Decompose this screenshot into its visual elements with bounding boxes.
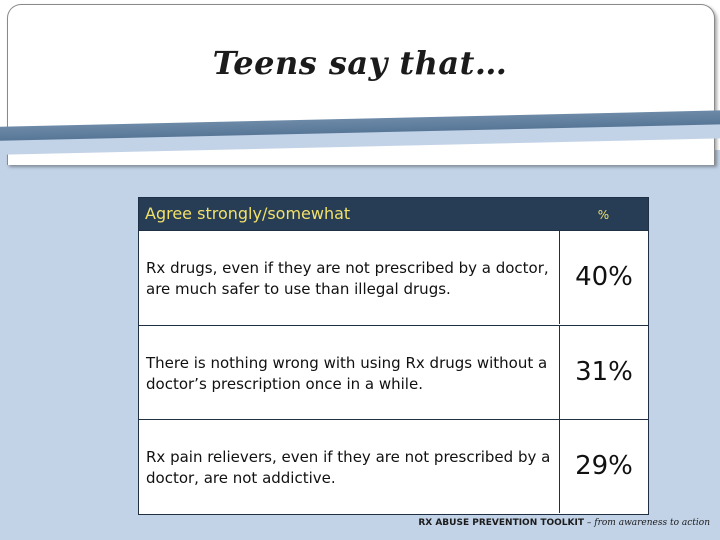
row-percent: 40% (559, 231, 648, 324)
table-row: Rx drugs, even if they are not prescribe… (139, 230, 648, 324)
table-row: Rx pain relievers, even if they are not … (139, 419, 648, 513)
footer-separator: – (584, 518, 595, 528)
table-header: Agree strongly/somewhat % (139, 198, 648, 230)
row-statement: There is nothing wrong with using Rx dru… (146, 354, 548, 393)
footer-tagline: from awareness to action (594, 518, 710, 528)
row-percent: 29% (559, 420, 648, 513)
header-percent: % (597, 208, 610, 222)
row-statement: Rx drugs, even if they are not prescribe… (146, 259, 549, 298)
row-statement: Rx pain relievers, even if they are not … (146, 448, 551, 487)
footer-brand: RX ABUSE PREVENTION TOOLKIT (418, 518, 585, 528)
slide-title: Teens say that… (212, 44, 508, 82)
table-row: There is nothing wrong with using Rx dru… (139, 325, 648, 419)
row-percent: 31% (559, 326, 648, 419)
survey-table: Agree strongly/somewhat % Rx drugs, even… (138, 197, 649, 515)
header-label: Agree strongly/somewhat (145, 204, 351, 223)
footer-credit: RX ABUSE PREVENTION TOOLKIT – from aware… (418, 518, 710, 528)
